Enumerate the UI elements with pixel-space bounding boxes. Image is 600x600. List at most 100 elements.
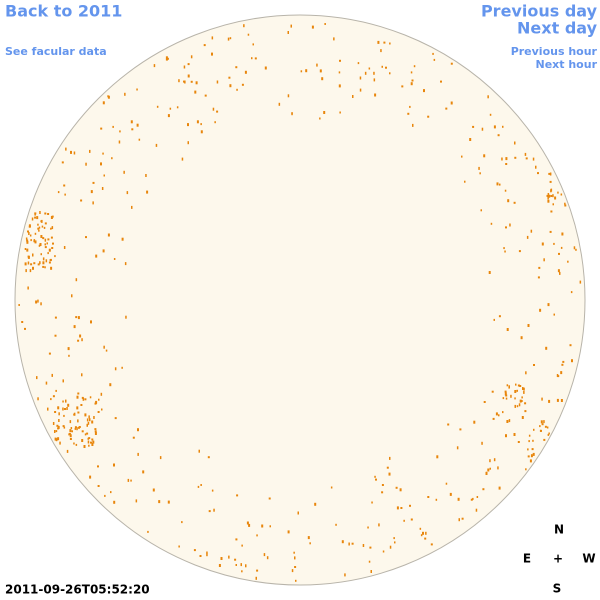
facula — [63, 426, 66, 429]
facula — [530, 454, 533, 458]
previous-day-link[interactable]: Previous day — [481, 2, 598, 21]
facula — [38, 244, 41, 247]
facula — [300, 70, 303, 73]
facula — [31, 217, 34, 221]
facula — [374, 475, 376, 478]
facula — [321, 77, 324, 81]
facula — [130, 479, 132, 482]
facula — [535, 165, 537, 169]
facula — [294, 566, 297, 568]
facula — [287, 31, 289, 34]
facula — [410, 82, 413, 86]
facula — [66, 407, 68, 410]
facula — [228, 555, 230, 559]
facula — [66, 449, 69, 453]
facula — [412, 123, 414, 127]
facula — [440, 80, 442, 83]
facula — [558, 252, 560, 255]
facula — [44, 238, 47, 242]
facula — [547, 199, 550, 203]
facula — [556, 374, 559, 377]
facula — [377, 40, 380, 44]
facula — [18, 304, 20, 306]
facula — [501, 157, 503, 161]
facula — [447, 423, 450, 426]
facula — [48, 261, 51, 264]
facula — [47, 252, 49, 255]
facula — [71, 430, 73, 433]
facula — [564, 204, 567, 207]
facula — [521, 416, 524, 419]
facula — [59, 441, 61, 445]
facula — [211, 489, 214, 492]
facula — [119, 130, 121, 133]
facula — [38, 229, 40, 232]
previous-hour-link[interactable]: Previous hour — [511, 45, 598, 58]
compass-west: W — [582, 552, 595, 566]
facula — [50, 398, 52, 401]
facula — [560, 246, 563, 249]
facula — [450, 62, 453, 65]
facula — [211, 36, 214, 40]
facula — [218, 564, 221, 567]
facula — [367, 526, 369, 529]
facula — [411, 79, 414, 82]
facula — [46, 242, 48, 245]
facula — [381, 65, 383, 68]
facula — [57, 427, 60, 430]
facula — [575, 248, 577, 251]
facula — [90, 320, 92, 324]
facula — [87, 437, 89, 440]
facula — [488, 271, 491, 274]
facula — [30, 263, 33, 266]
facula — [81, 338, 83, 342]
facula — [513, 433, 516, 436]
facula — [514, 156, 517, 159]
facula — [389, 545, 392, 549]
facula — [493, 125, 496, 129]
facula — [309, 542, 311, 545]
facula — [37, 397, 39, 401]
facula — [127, 478, 130, 482]
facula — [153, 64, 156, 68]
facula — [549, 230, 552, 233]
facula — [510, 394, 512, 398]
facula — [425, 531, 427, 535]
facula — [28, 232, 30, 235]
facula — [502, 125, 504, 128]
facula — [69, 434, 72, 438]
facula — [235, 564, 237, 566]
facula — [251, 57, 253, 60]
facula — [124, 262, 127, 266]
facular-data-link[interactable]: See facular data — [5, 45, 107, 58]
facula — [40, 253, 42, 256]
facula — [481, 441, 483, 445]
facula — [409, 105, 411, 108]
facula — [470, 498, 473, 501]
facula — [508, 386, 510, 389]
facula — [525, 468, 527, 471]
back-year-link[interactable]: Back to 2011 — [5, 2, 122, 21]
facula — [94, 430, 97, 433]
facula — [84, 398, 87, 401]
facula — [369, 546, 372, 549]
facula — [40, 220, 43, 223]
facula — [61, 161, 64, 164]
facula — [29, 234, 32, 237]
next-day-link[interactable]: Next day — [517, 19, 598, 38]
facula — [87, 421, 90, 425]
facula — [169, 107, 172, 110]
compass-east: E — [523, 552, 531, 566]
facula — [516, 405, 519, 408]
facula — [383, 41, 386, 44]
facula — [560, 371, 563, 375]
facula — [291, 569, 294, 573]
next-hour-link[interactable]: Next hour — [536, 58, 598, 71]
facula — [155, 143, 158, 147]
facula — [55, 389, 57, 392]
facula — [505, 394, 508, 397]
facula — [338, 84, 341, 88]
facula — [58, 412, 60, 416]
facula — [532, 439, 534, 442]
